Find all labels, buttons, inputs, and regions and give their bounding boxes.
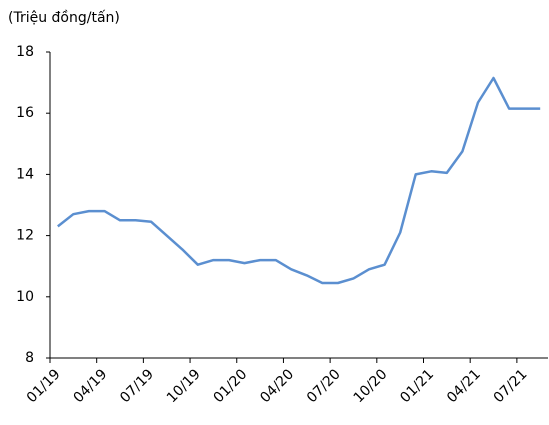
x-tick-label: 07/20	[304, 366, 344, 406]
x-tick-label: 01/20	[211, 366, 251, 406]
y-tick-label: 14	[16, 166, 34, 182]
y-axis-label: (Triệu đồng/tấn)	[8, 9, 120, 26]
x-tick-label: 04/19	[70, 366, 110, 406]
y-tick-label: 18	[16, 44, 34, 60]
x-tick-label: 10/19	[164, 366, 204, 406]
x-tick-label: 04/21	[444, 366, 484, 406]
y-tick-label: 8	[25, 350, 34, 366]
x-tick-label: 10/20	[351, 366, 391, 406]
x-tick-label: 07/21	[491, 366, 531, 406]
x-tick-label: 01/19	[24, 366, 64, 406]
x-tick-label: 07/19	[117, 366, 157, 406]
x-tick-label: 01/21	[397, 366, 437, 406]
y-tick-label: 16	[16, 105, 34, 121]
x-tick-label: 04/20	[257, 366, 297, 406]
y-tick-label: 12	[16, 228, 34, 244]
y-tick-label: 10	[16, 289, 34, 305]
line-series	[57, 76, 541, 285]
